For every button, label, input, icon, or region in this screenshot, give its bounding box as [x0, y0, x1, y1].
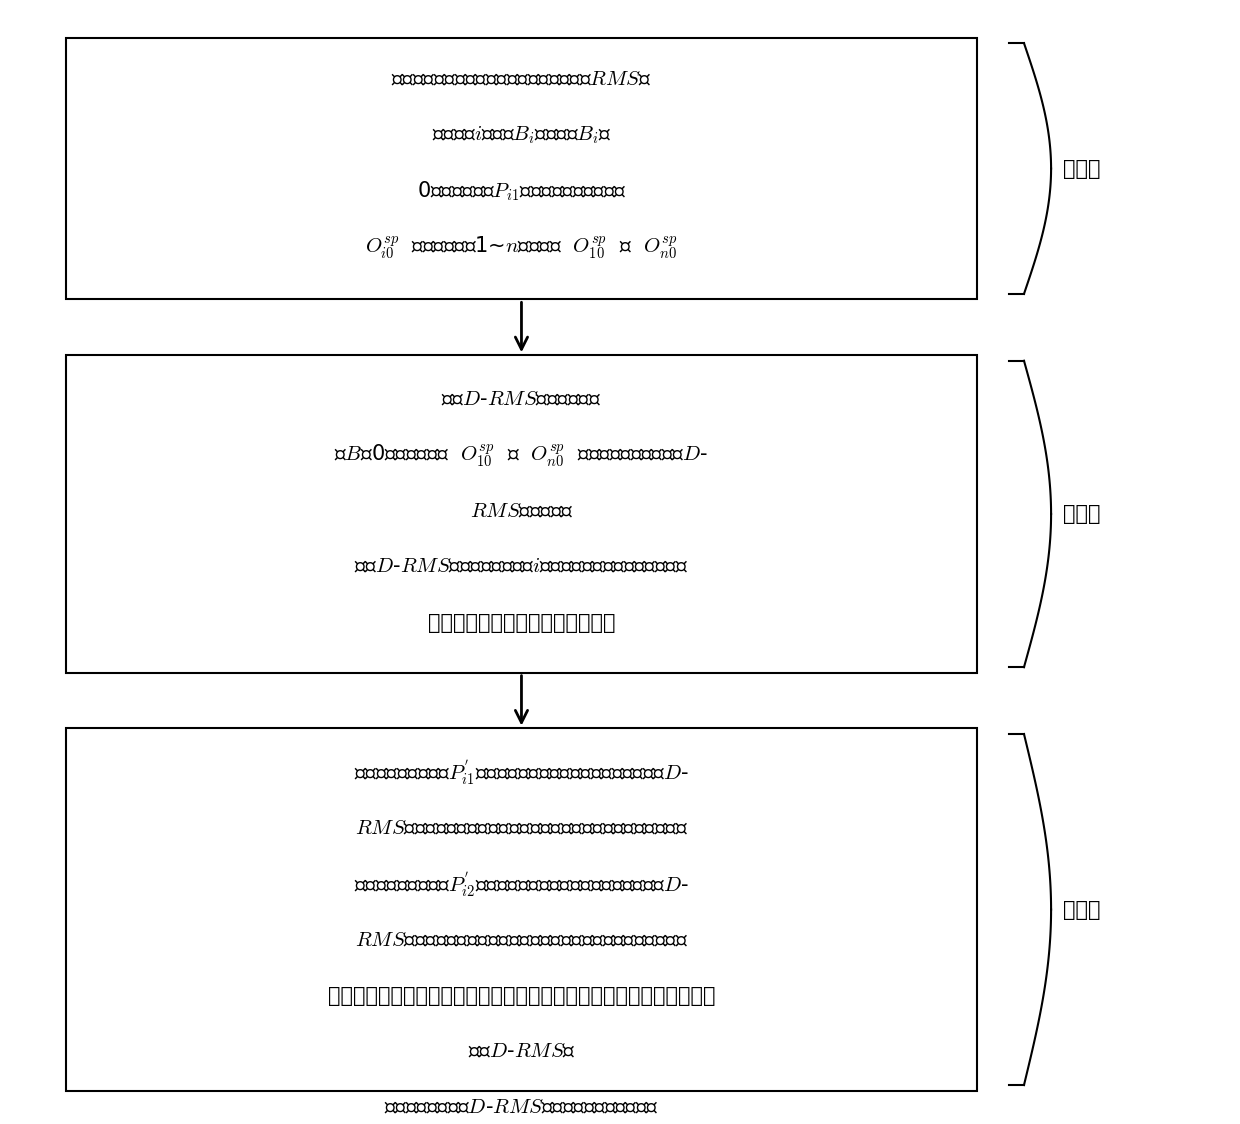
Text: 部分之间增加半成品的存储仓库；: 部分之间增加半成品的存储仓库； — [428, 613, 615, 633]
Text: $O_{i0}^{sp}$  最终获得工件1~$n$的重构点  $O_{10}^{sp}$  ～  $O_{n0}^{sp}$: $O_{i0}^{sp}$ 最终获得工件1~$n$的重构点 $O_{10}^{s… — [365, 234, 678, 261]
Text: 利用延迟制造系统$D$-$RMS$对工件族中工件进行制造: 利用延迟制造系统$D$-$RMS$对工件族中工件进行制造 — [384, 1097, 658, 1117]
Text: 系统$D$-$RMS$；: 系统$D$-$RMS$； — [467, 1042, 575, 1062]
Text: 工件族内所有工件的$P_{i2}^{'}$部分构成第二工序组，合并相同工序构建$D$-: 工件族内所有工件的$P_{i2}^{'}$部分构成第二工序组，合并相同工序构建$… — [353, 870, 689, 899]
Text: $RMS$的重构点；: $RMS$的重构点； — [470, 501, 573, 522]
Text: 0时，对应的在$P_{i1}$部分生产的工序数量为: 0时，对应的在$P_{i1}$部分生产的工序数量为 — [417, 180, 626, 203]
Text: 计算工件$i$的收益$B_i$；计算当$B_i$＝: 计算工件$i$的收益$B_i$；计算当$B_i$＝ — [432, 125, 611, 146]
FancyBboxPatch shape — [66, 728, 977, 1090]
Text: 利用$D$-$RMS$的重构点，将工件$i$的工艺路线分成两部分，并在两: 利用$D$-$RMS$的重构点，将工件$i$的工艺路线分成两部分，并在两 — [355, 556, 688, 577]
Text: 步骤三: 步骤三 — [1064, 899, 1101, 919]
Text: 计算$D$-$RMS$的总体收益；: 计算$D$-$RMS$的总体收益； — [441, 390, 601, 410]
Text: $RMS$的第二子系统，第二子系统用于实现第二工序组的所有功能；: $RMS$的第二子系统，第二子系统用于实现第二工序组的所有功能； — [355, 931, 688, 950]
Text: 步骤二: 步骤二 — [1064, 504, 1101, 524]
FancyBboxPatch shape — [66, 37, 977, 299]
Text: $RMS$的第一子系统，第一子系统用于实现第一工序组的所有功能；: $RMS$的第一子系统，第一子系统用于实现第一工序组的所有功能； — [355, 818, 688, 839]
Text: 其中第一子系统、第二子系统以及所述半成品的存储仓库组成延迟制造: 其中第一子系统、第二子系统以及所述半成品的存储仓库组成延迟制造 — [327, 986, 715, 1006]
FancyBboxPatch shape — [66, 355, 977, 673]
Text: 在$B$＞0的情况下，从  $O_{10}^{sp}$  ～  $O_{n0}^{sp}$  中选择一个重构点作为$D$-: 在$B$＞0的情况下，从 $O_{10}^{sp}$ ～ $O_{n0}^{sp… — [335, 442, 708, 469]
Text: 工件族内所有工件的$P_{i1}^{'}$部分构成第一工序组，合并相同工序构建$D$-: 工件族内所有工件的$P_{i1}^{'}$部分构成第一工序组，合并相同工序构建$… — [353, 759, 689, 788]
Text: 针对工件族的每种工件构建可重构制造系统$RMS$，: 针对工件族的每种工件构建可重构制造系统$RMS$， — [392, 70, 652, 90]
Text: 步骤一: 步骤一 — [1064, 158, 1101, 179]
